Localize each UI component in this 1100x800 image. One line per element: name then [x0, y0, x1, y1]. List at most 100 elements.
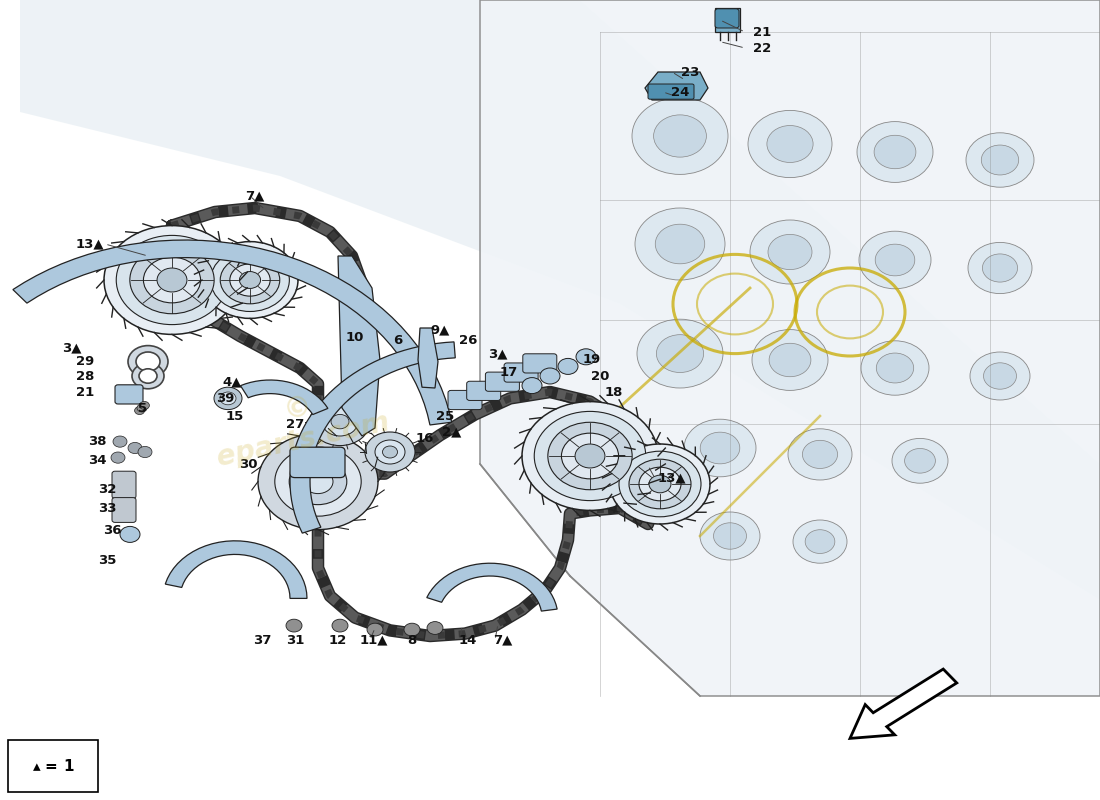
Circle shape: [635, 208, 725, 280]
Circle shape: [240, 271, 261, 289]
FancyBboxPatch shape: [466, 382, 500, 401]
FancyBboxPatch shape: [8, 740, 98, 792]
Circle shape: [874, 135, 916, 169]
Circle shape: [117, 235, 228, 325]
Circle shape: [649, 475, 671, 493]
Circle shape: [332, 619, 348, 632]
Text: 6: 6: [394, 334, 403, 346]
Text: 34: 34: [88, 454, 107, 466]
Circle shape: [558, 358, 578, 374]
Circle shape: [310, 398, 370, 446]
Circle shape: [258, 434, 378, 530]
Circle shape: [575, 444, 605, 468]
Text: 13▲: 13▲: [658, 472, 686, 485]
Circle shape: [656, 224, 705, 264]
Circle shape: [892, 438, 948, 483]
FancyBboxPatch shape: [290, 447, 345, 478]
Circle shape: [214, 387, 242, 410]
Circle shape: [904, 449, 935, 473]
Circle shape: [768, 234, 812, 270]
Circle shape: [322, 407, 358, 436]
Polygon shape: [241, 380, 328, 414]
Circle shape: [202, 242, 298, 318]
Circle shape: [275, 447, 361, 516]
Circle shape: [365, 432, 415, 472]
Text: 29: 29: [76, 355, 95, 368]
Circle shape: [684, 419, 756, 477]
Circle shape: [540, 368, 560, 384]
FancyBboxPatch shape: [116, 385, 143, 404]
Circle shape: [769, 343, 811, 377]
Circle shape: [859, 231, 931, 289]
Text: 7▲: 7▲: [493, 634, 513, 646]
Circle shape: [286, 619, 302, 632]
Text: 22: 22: [752, 42, 771, 54]
Circle shape: [802, 440, 837, 469]
Circle shape: [629, 459, 691, 509]
Circle shape: [653, 115, 706, 157]
Text: 18: 18: [605, 386, 624, 398]
Text: 23: 23: [681, 66, 700, 78]
Circle shape: [128, 346, 168, 378]
Text: 4▲: 4▲: [222, 376, 242, 389]
Text: 13▲: 13▲: [76, 238, 104, 250]
Circle shape: [788, 429, 853, 480]
Circle shape: [767, 126, 813, 162]
Circle shape: [289, 458, 346, 505]
Circle shape: [130, 246, 214, 314]
Polygon shape: [645, 72, 708, 100]
Circle shape: [700, 512, 760, 560]
Text: 12: 12: [329, 634, 348, 646]
Circle shape: [748, 110, 832, 178]
Circle shape: [970, 352, 1030, 400]
Text: 5: 5: [139, 402, 147, 414]
Circle shape: [104, 226, 240, 334]
Circle shape: [138, 446, 152, 458]
FancyBboxPatch shape: [112, 498, 136, 522]
Text: 3▲: 3▲: [63, 342, 81, 354]
FancyBboxPatch shape: [648, 84, 694, 99]
Circle shape: [136, 352, 160, 371]
Circle shape: [210, 249, 289, 311]
Circle shape: [857, 122, 933, 182]
Text: 24: 24: [671, 86, 690, 98]
Polygon shape: [427, 563, 558, 611]
Polygon shape: [20, 0, 1100, 600]
Text: 9▲: 9▲: [430, 323, 450, 336]
Circle shape: [861, 341, 930, 395]
Text: 37: 37: [253, 634, 272, 646]
Circle shape: [522, 378, 542, 394]
Circle shape: [610, 444, 710, 524]
Polygon shape: [338, 256, 379, 436]
Text: 20: 20: [591, 370, 609, 382]
Circle shape: [535, 411, 646, 501]
Text: 32: 32: [98, 483, 117, 496]
Circle shape: [132, 363, 164, 389]
Circle shape: [120, 526, 140, 542]
Text: 27: 27: [286, 418, 304, 430]
Circle shape: [561, 433, 618, 479]
Circle shape: [427, 622, 443, 634]
Circle shape: [983, 362, 1016, 389]
Text: 26: 26: [459, 334, 477, 346]
FancyBboxPatch shape: [504, 363, 538, 382]
FancyArrow shape: [850, 669, 957, 738]
Text: 39: 39: [216, 392, 234, 405]
Circle shape: [876, 244, 915, 276]
Circle shape: [968, 242, 1032, 294]
Text: 21: 21: [752, 26, 771, 38]
Circle shape: [793, 520, 847, 563]
Circle shape: [639, 467, 681, 501]
Text: 33: 33: [98, 502, 117, 515]
Circle shape: [383, 446, 397, 458]
Circle shape: [220, 256, 279, 304]
Polygon shape: [715, 8, 740, 32]
Text: 28: 28: [76, 370, 95, 382]
Circle shape: [134, 406, 144, 414]
Polygon shape: [165, 541, 307, 598]
Circle shape: [230, 264, 271, 296]
Text: 35: 35: [98, 554, 117, 566]
Circle shape: [139, 369, 157, 383]
Circle shape: [750, 220, 830, 284]
Polygon shape: [418, 328, 438, 388]
